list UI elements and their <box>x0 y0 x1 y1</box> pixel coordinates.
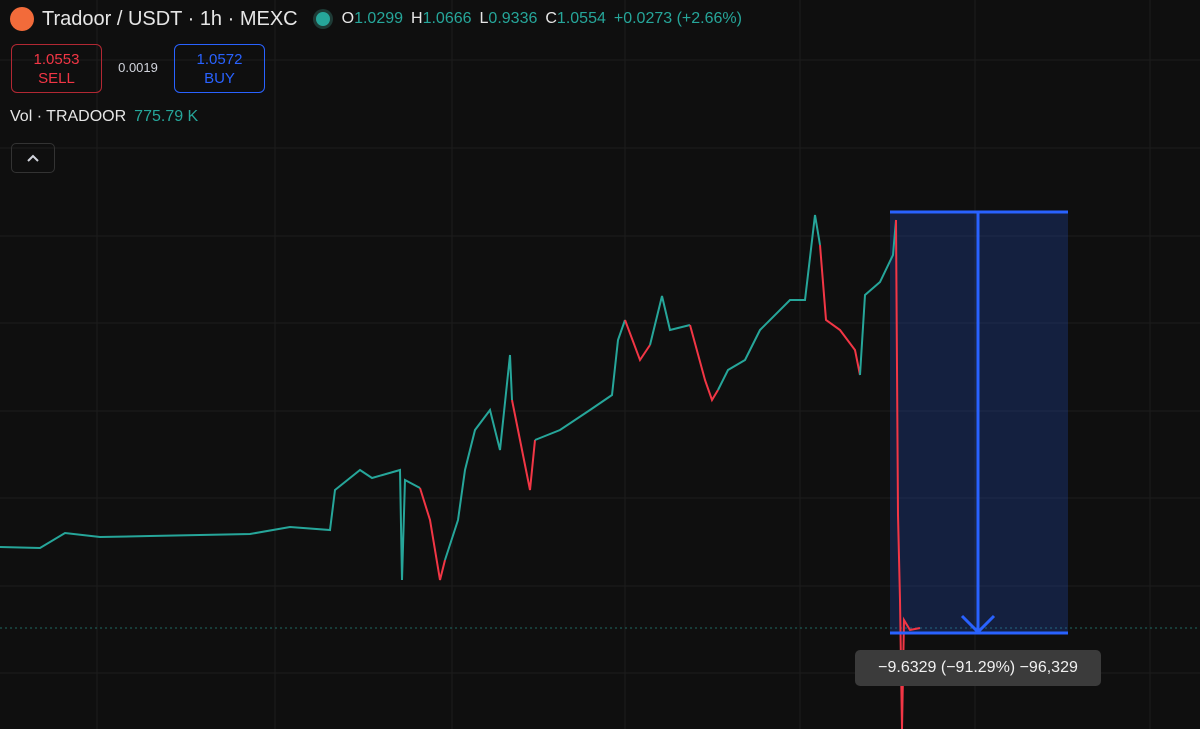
ohlc-key: C <box>545 10 557 27</box>
ohlc-key: O <box>341 10 355 27</box>
symbol-name[interactable]: Tradoor / USDT · 1h · MEXC <box>42 7 298 30</box>
ohlc-item: L0.9336 <box>480 10 538 28</box>
ohlc-value: 1.0666 <box>422 10 472 27</box>
ohlc-value: 0.9336 <box>488 10 538 27</box>
collapse-button[interactable] <box>11 143 55 173</box>
volume-value: 775.79 K <box>134 108 199 125</box>
market-status <box>315 12 330 26</box>
price-path <box>0 214 921 729</box>
ohlc-value: 1.0299 <box>354 10 404 27</box>
volume-legend: Vol · TRADOOR 775.79 K <box>10 108 198 126</box>
buy-label: BUY <box>204 69 235 87</box>
chevron-icon <box>27 154 39 162</box>
ohlc-value: 1.0554 <box>556 10 606 27</box>
sell-button[interactable]: 1.0553 SELL <box>11 44 102 93</box>
symbol-icon <box>10 7 34 31</box>
sell-label: SELL <box>38 69 75 87</box>
buy-price: 1.0572 <box>196 50 243 68</box>
ohlc-change: +0.0273 (+2.66%) <box>613 10 742 27</box>
measure-arrowhead <box>960 614 996 635</box>
volume-label: Vol · TRADOOR <box>10 108 127 125</box>
ohlc-key: H <box>411 10 423 27</box>
buy-button[interactable]: 1.0572 BUY <box>174 44 265 93</box>
ohlc: O1.0299 H1.0666 L0.9336 C1.0554 +0.0273 (+2.… <box>342 10 742 28</box>
sell-price: 1.0553 <box>33 50 80 68</box>
measure-label: −9.6329 (−91.29%) −96,329 <box>855 650 1101 686</box>
ohlc-item: H1.0666 <box>411 10 472 28</box>
ohlc-item: C1.0554 <box>545 10 606 28</box>
symbol-header: Tradoor / USDT · 1h · MEXC O1.0299 H1.066… <box>10 6 742 32</box>
ohlc-item: O1.0299 <box>342 10 403 28</box>
ohlc-key: L <box>479 10 489 27</box>
spread: 0.0019 <box>118 60 158 75</box>
